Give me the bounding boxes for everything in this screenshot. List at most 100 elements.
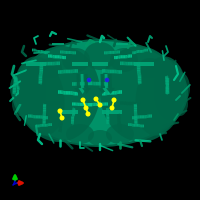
Polygon shape [15,85,18,86]
Polygon shape [166,92,169,93]
Polygon shape [72,110,73,114]
Polygon shape [58,55,59,58]
Polygon shape [166,86,169,88]
Polygon shape [165,77,168,78]
Polygon shape [143,49,145,52]
Polygon shape [151,62,152,66]
Polygon shape [26,62,28,66]
Polygon shape [105,92,106,95]
Polygon shape [125,55,127,58]
Polygon shape [166,82,169,84]
Polygon shape [46,51,48,54]
Polygon shape [118,130,121,131]
Polygon shape [167,93,169,95]
Polygon shape [72,91,74,95]
Polygon shape [145,70,146,73]
Polygon shape [118,51,120,54]
Polygon shape [143,115,145,118]
Polygon shape [116,91,118,94]
Polygon shape [19,102,21,103]
Polygon shape [138,80,141,82]
Polygon shape [129,54,130,58]
Polygon shape [137,115,138,119]
Polygon shape [105,110,106,114]
Polygon shape [135,51,138,53]
Polygon shape [100,74,104,88]
Polygon shape [74,51,76,54]
Polygon shape [124,43,125,45]
Polygon shape [128,123,130,126]
Polygon shape [75,62,76,66]
Circle shape [112,98,116,102]
Polygon shape [59,123,62,124]
Polygon shape [72,110,75,111]
Polygon shape [71,123,74,124]
Polygon shape [107,51,109,54]
Polygon shape [69,91,71,95]
Polygon shape [86,82,87,85]
Polygon shape [85,62,86,66]
Polygon shape [106,116,109,117]
Polygon shape [15,77,18,79]
Polygon shape [139,50,141,53]
Polygon shape [46,102,47,105]
Polygon shape [88,103,90,106]
Polygon shape [78,62,79,66]
Polygon shape [116,51,117,54]
Polygon shape [116,91,117,95]
Polygon shape [166,85,169,87]
Polygon shape [14,76,17,77]
Polygon shape [33,115,34,118]
Polygon shape [90,82,91,85]
Polygon shape [102,103,103,106]
Polygon shape [146,49,148,51]
Polygon shape [134,106,137,108]
Polygon shape [114,56,116,59]
Polygon shape [72,111,75,113]
Polygon shape [35,50,37,52]
Polygon shape [134,119,137,120]
Polygon shape [17,89,20,91]
Polygon shape [67,51,69,54]
Polygon shape [120,62,122,65]
Polygon shape [15,81,18,82]
Ellipse shape [106,124,134,144]
Polygon shape [60,70,61,74]
Polygon shape [81,74,84,88]
Polygon shape [111,91,113,95]
Polygon shape [139,115,141,119]
Polygon shape [138,83,142,85]
Polygon shape [133,62,134,66]
Polygon shape [109,110,111,114]
Polygon shape [93,103,94,106]
Polygon shape [93,103,94,106]
Polygon shape [131,123,132,126]
Polygon shape [90,82,92,85]
Polygon shape [19,92,21,94]
Polygon shape [72,92,74,95]
Polygon shape [152,70,153,73]
Polygon shape [87,82,88,85]
Polygon shape [19,95,21,96]
Polygon shape [40,66,43,68]
Polygon shape [116,43,117,45]
Polygon shape [151,70,153,73]
Polygon shape [60,56,63,59]
Polygon shape [44,62,45,66]
Polygon shape [79,82,81,85]
Polygon shape [134,120,137,122]
Polygon shape [42,123,46,124]
Polygon shape [134,51,135,54]
Polygon shape [28,71,29,73]
Polygon shape [43,114,46,116]
Polygon shape [91,82,92,85]
Polygon shape [64,70,65,73]
Polygon shape [43,109,46,111]
Polygon shape [127,55,129,58]
Polygon shape [87,103,88,106]
Polygon shape [136,62,137,66]
Polygon shape [58,110,60,114]
Polygon shape [107,115,109,117]
Polygon shape [13,91,16,92]
Polygon shape [39,124,40,127]
